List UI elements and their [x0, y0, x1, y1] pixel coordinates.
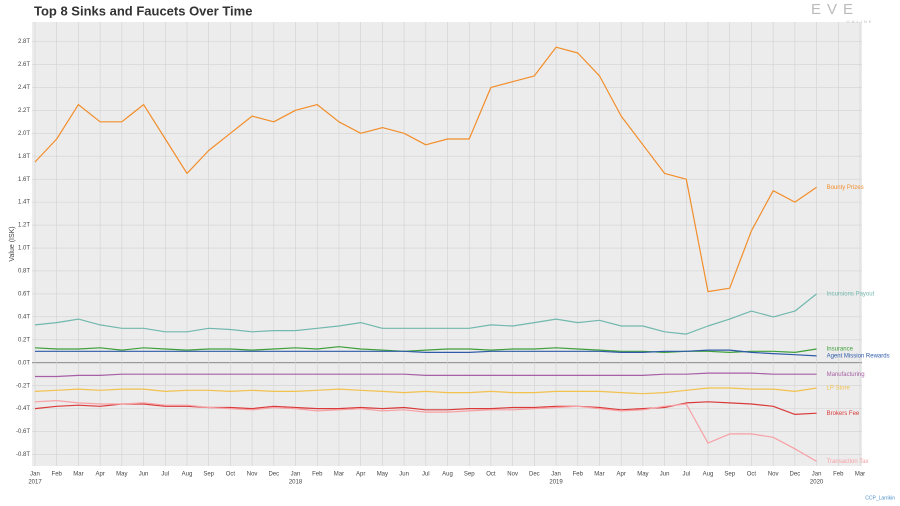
x-tick-label: Apr — [356, 472, 365, 478]
x-tick-label: Apr — [95, 472, 104, 478]
x-tick-year: 2018 — [289, 480, 303, 486]
y-tick-label: 2.4T — [18, 85, 30, 91]
x-tick-label: Sep — [203, 472, 214, 478]
y-tick-label: 2.2T — [18, 108, 30, 114]
y-tick-label: 0.6T — [18, 291, 30, 297]
series-label: Incursions Payout — [827, 291, 875, 297]
y-tick-label: 2.6T — [18, 62, 30, 68]
y-tick-label: 2.0T — [18, 131, 30, 137]
x-tick-label: Mar — [334, 472, 344, 478]
x-tick-label: Feb — [573, 472, 584, 478]
y-tick-label: 1.8T — [18, 154, 30, 160]
series-label: Bounty Prizes — [827, 185, 864, 191]
y-tick-label: 1.4T — [18, 200, 30, 206]
y-tick-label: 1.0T — [18, 246, 30, 252]
x-tick-label: Dec — [529, 472, 540, 478]
series-label: LP Store — [827, 386, 851, 392]
logo: EVE — [811, 1, 859, 18]
x-tick-label: Aug — [703, 472, 714, 478]
x-tick-label: Jan — [291, 472, 301, 478]
series-label: Brokers Fee — [827, 411, 860, 417]
x-tick-label: Dec — [790, 472, 801, 478]
series-line — [34, 400, 817, 462]
series-label: Insurance — [827, 347, 854, 353]
plot-area — [32, 22, 862, 466]
x-tick-label: Mar — [594, 472, 604, 478]
y-tick-label: -0.6T — [16, 429, 30, 435]
x-tick-label: Mar — [73, 472, 83, 478]
x-tick-label: Oct — [226, 472, 236, 478]
x-tick-label: May — [377, 472, 388, 478]
x-tick-label: Nov — [768, 472, 779, 478]
x-tick-label: Apr — [617, 472, 626, 478]
x-tick-label: Jan — [812, 472, 822, 478]
x-tick-label: Jul — [422, 472, 430, 478]
y-tick-label: 0.4T — [18, 314, 30, 320]
x-tick-label: Sep — [724, 472, 735, 478]
x-tick-label: May — [637, 472, 648, 478]
series-line — [34, 46, 817, 293]
x-tick-label: Aug — [442, 472, 453, 478]
x-tick-label: Jan — [30, 472, 40, 478]
x-tick-label: Feb — [833, 472, 844, 478]
series-line — [35, 349, 817, 357]
x-tick-label: Jul — [161, 472, 169, 478]
x-tick-label: Feb — [312, 472, 323, 478]
series-label: Agent Mission Rewards — [827, 353, 890, 359]
y-tick-label: 0.8T — [18, 269, 30, 275]
x-tick-label: Jun — [139, 472, 149, 478]
x-tick-year: 2020 — [810, 480, 824, 486]
x-tick-label: Dec — [268, 472, 279, 478]
series-line — [34, 401, 817, 415]
y-tick-label: -0.2T — [16, 383, 30, 389]
y-axis-label: Value (ISK) — [9, 226, 16, 261]
x-tick-label: Aug — [182, 472, 193, 478]
chart-title: Top 8 Sinks and Faucets Over Time — [34, 3, 252, 18]
y-tick-label: 0.2T — [18, 337, 30, 343]
x-tick-year: 2019 — [549, 480, 563, 486]
y-tick-label: 0.0T — [18, 360, 30, 366]
x-tick-label: May — [116, 472, 127, 478]
y-tick-label: -0.8T — [16, 452, 30, 458]
x-tick-label: Jun — [660, 472, 670, 478]
series-line — [34, 293, 817, 335]
y-tick-label: 1.2T — [18, 223, 30, 229]
x-tick-label: Oct — [747, 472, 757, 478]
x-tick-label: Mar — [855, 472, 865, 478]
x-tick-label: Nov — [247, 472, 258, 478]
x-tick-label: Sep — [464, 472, 475, 478]
y-tick-label: 2.8T — [18, 39, 30, 45]
series-line — [34, 387, 817, 395]
series-line — [35, 372, 817, 378]
x-tick-year: 2017 — [28, 480, 42, 486]
x-tick-label: Feb — [52, 472, 63, 478]
logo-sub: ONLINE — [847, 19, 874, 24]
series-label: Manufacturing — [827, 372, 865, 378]
x-tick-label: Jun — [399, 472, 409, 478]
y-tick-label: 1.6T — [18, 177, 30, 183]
credit: CCP_Larrikin — [865, 495, 895, 501]
y-tick-label: -0.4T — [16, 406, 30, 412]
x-tick-label: Jul — [682, 472, 690, 478]
series-label: Transaction Tax — [827, 459, 869, 465]
x-tick-label: Oct — [486, 472, 496, 478]
x-tick-label: Jan — [551, 472, 561, 478]
x-tick-label: Nov — [507, 472, 518, 478]
